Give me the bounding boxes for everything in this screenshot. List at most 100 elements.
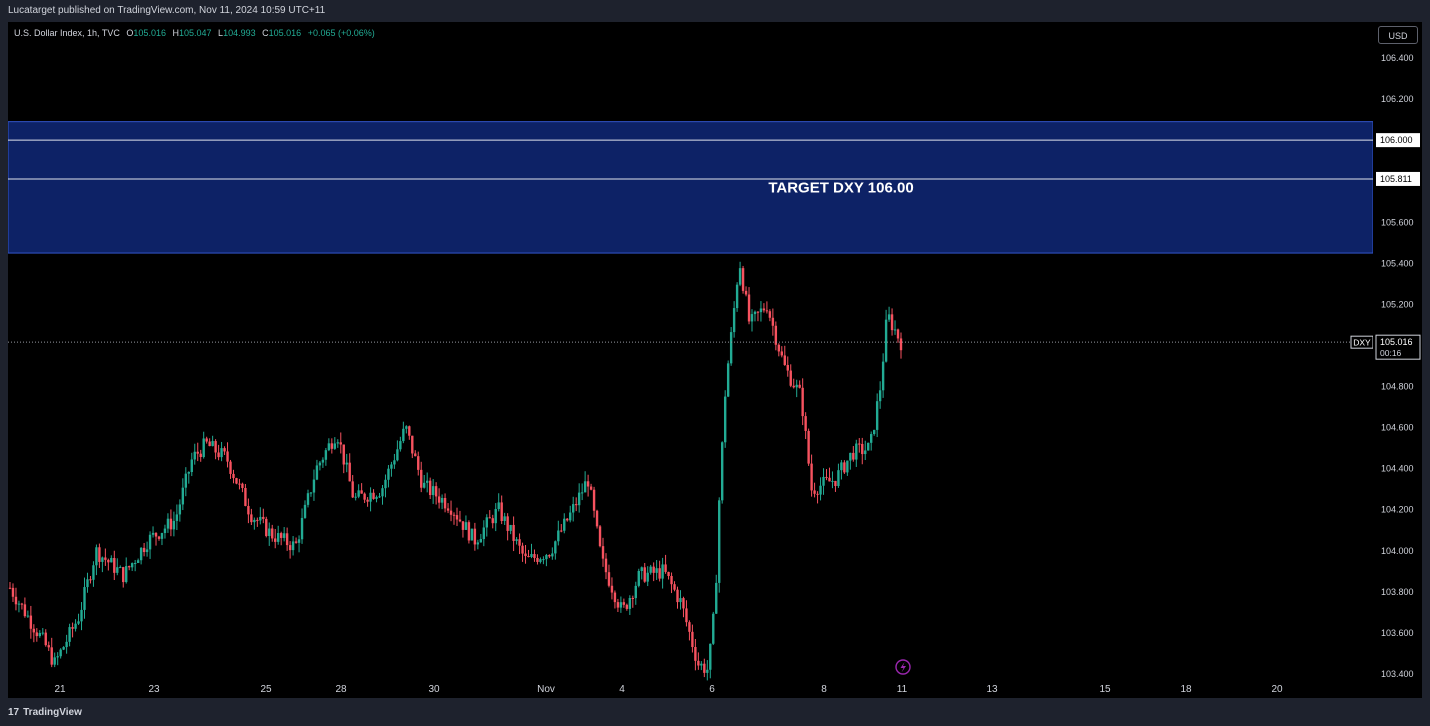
candle-body xyxy=(509,524,512,531)
candle-body xyxy=(586,481,590,487)
candle-body xyxy=(452,514,456,516)
candle-body xyxy=(169,518,173,530)
candle-body xyxy=(476,542,480,545)
candle-body xyxy=(139,547,143,561)
target-zone[interactable] xyxy=(8,121,1373,254)
candle-body xyxy=(208,441,211,447)
candle-body xyxy=(610,585,614,593)
x-tick-label: 13 xyxy=(986,684,998,695)
candle-body xyxy=(348,462,351,482)
candle-body xyxy=(676,589,679,603)
candle-body xyxy=(306,493,310,505)
change-value: +0.065 (+0.06%) xyxy=(307,28,375,38)
candle-body xyxy=(220,448,223,458)
candle-body xyxy=(679,598,682,603)
candle-body xyxy=(303,504,307,518)
candle-body xyxy=(443,497,447,509)
candle-body xyxy=(601,546,605,559)
candle-body xyxy=(268,528,271,537)
price-axis-svg[interactable]: 103.400 103.600 103.800 104.000 104.200 104.4… xyxy=(1373,22,1422,698)
tradingview-logo[interactable]: 17 TradingView xyxy=(8,707,82,718)
candle-body xyxy=(732,308,736,333)
candle-body xyxy=(667,571,670,576)
high-value: 105.047 xyxy=(178,28,212,38)
candle-body xyxy=(17,603,21,605)
candle-body xyxy=(71,627,74,629)
candle-body xyxy=(420,469,423,488)
candle-body xyxy=(750,314,754,322)
candle-body xyxy=(116,567,119,573)
chart-plot-area[interactable]: TARGET DXY 106.00 DXY 21 23 25 28 30 Nov 4 6 8 11… xyxy=(8,22,1373,698)
close-label: C xyxy=(262,28,269,38)
candle-body xyxy=(485,517,488,528)
candle-body xyxy=(178,504,182,515)
candle-body xyxy=(384,479,387,489)
currency-button[interactable]: USD xyxy=(1378,26,1418,44)
candle-body xyxy=(768,311,772,318)
candle-body xyxy=(643,567,646,582)
candle-body xyxy=(184,473,188,488)
candle-body xyxy=(363,493,366,500)
candle-body xyxy=(598,526,602,547)
candle-body xyxy=(77,621,80,624)
candle-body xyxy=(229,461,232,474)
candle-body xyxy=(62,647,65,650)
candle-body xyxy=(875,401,879,430)
candle-body xyxy=(735,284,739,309)
candle-body xyxy=(685,608,688,623)
candle-body xyxy=(884,319,888,362)
candle-body xyxy=(56,656,59,658)
lightning-icon[interactable] xyxy=(895,659,911,675)
candle-body xyxy=(357,490,360,497)
candle-body xyxy=(53,657,56,665)
countdown-label: 00:16 xyxy=(1380,348,1402,358)
candle-body xyxy=(309,492,313,494)
symbol-tag-box xyxy=(1350,335,1373,349)
candle-body xyxy=(577,492,581,506)
candle-body xyxy=(628,598,632,609)
candle-body xyxy=(864,450,867,455)
x-tick-label: 15 xyxy=(1099,684,1111,695)
candle-body xyxy=(11,587,15,597)
y-tick-label: 105.400 xyxy=(1381,258,1414,268)
candle-body xyxy=(634,585,637,599)
candle-body xyxy=(458,519,462,522)
candle-body xyxy=(658,568,661,579)
candle-body xyxy=(318,462,322,466)
candle-body xyxy=(661,564,664,579)
candle-body xyxy=(399,441,402,450)
candle-body xyxy=(858,443,861,445)
candle-body xyxy=(163,528,167,534)
candle-body xyxy=(279,533,283,538)
candle-body xyxy=(259,516,262,521)
candle-body xyxy=(32,628,36,633)
candle-body xyxy=(396,449,399,461)
close-value: 105.016 xyxy=(268,28,302,38)
candle-body xyxy=(181,487,185,505)
last-price-box xyxy=(1375,334,1421,360)
candle-body xyxy=(688,622,691,632)
publisher-text: Lucatarget published on TradingView.com,… xyxy=(8,5,326,16)
candle-body xyxy=(247,505,250,515)
candle-body xyxy=(154,532,158,537)
candle-body xyxy=(554,541,557,554)
price-axis[interactable]: 103.400 103.600 103.800 104.000 104.200 104.4… xyxy=(1373,22,1422,698)
candle-body xyxy=(536,557,539,562)
candlestick-chart[interactable]: TARGET DXY 106.00 DXY 21 23 25 28 30 Nov 4 6 8 11… xyxy=(8,22,1373,698)
x-tick-label: 4 xyxy=(619,684,625,695)
candle-body xyxy=(265,518,268,537)
candle-body xyxy=(411,435,414,454)
candle-body xyxy=(715,582,718,614)
candle-body xyxy=(887,314,891,320)
candle-body xyxy=(518,539,521,546)
candle-body xyxy=(682,598,685,609)
candle-body xyxy=(196,451,199,454)
candle-body xyxy=(795,384,798,388)
candle-body xyxy=(878,390,882,402)
candle-body xyxy=(515,539,518,541)
candle-body xyxy=(718,500,721,583)
candle-body xyxy=(300,517,304,540)
candle-body xyxy=(351,481,354,498)
candle-body xyxy=(467,522,471,541)
price-label-box xyxy=(1376,171,1420,186)
